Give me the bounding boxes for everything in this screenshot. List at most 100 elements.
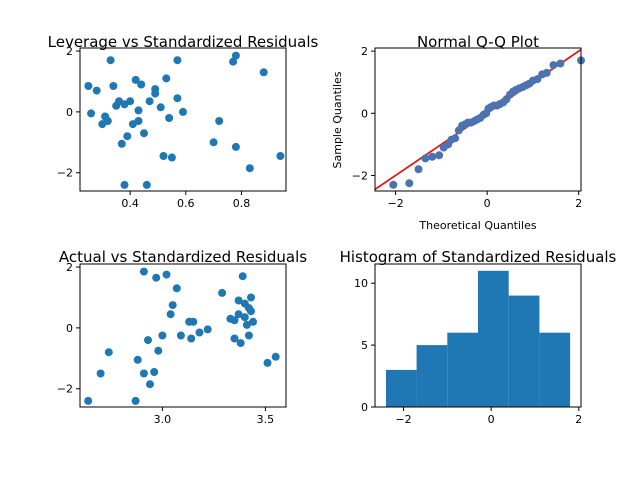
- actual-point-16: [172, 284, 181, 293]
- histogram-bar-5: [539, 332, 571, 407]
- histogram-ytick-label-2: 10: [354, 277, 368, 290]
- panel-qq-frame: [374, 47, 582, 192]
- qq-point-2: [414, 165, 423, 174]
- qq-point-39: [556, 59, 565, 68]
- leverage-point-33: [209, 138, 218, 147]
- leverage-point-21: [142, 180, 151, 189]
- panel-histogram-title: Histogram of Standardized Residuals: [340, 248, 617, 266]
- actual-point-26: [230, 334, 239, 343]
- histogram-ytick-label-0: 0: [361, 401, 368, 414]
- actual-point-37: [247, 307, 255, 316]
- leverage-point-27: [162, 74, 171, 83]
- panel-qq-ticks: −2 0 2 −2 0 2: [352, 45, 582, 210]
- panel-actual-ticks: 3.0 3.5 −2 0 2: [57, 261, 274, 426]
- leverage-point-32: [179, 107, 187, 116]
- leverage-ytick-label-2: 2: [66, 45, 73, 58]
- actual-point-13: [162, 270, 171, 279]
- panel-actual-title: Actual vs Standardized Residuals: [59, 248, 307, 266]
- leverage-point-29: [167, 153, 176, 162]
- actual-point-2: [104, 348, 113, 357]
- qq-ytick-label-0: −2: [352, 169, 368, 182]
- leverage-point-37: [231, 142, 240, 151]
- qq-xtick-label-1: 0: [484, 197, 491, 210]
- leverage-point-1: [87, 109, 96, 118]
- actual-point-29: [236, 339, 245, 348]
- leverage-point-13: [123, 132, 132, 141]
- qq-point-1: [405, 179, 414, 188]
- actual-point-19: [187, 334, 196, 343]
- leverage-xtick-label-2: 0.8: [233, 197, 251, 210]
- qq-point-37: [542, 68, 551, 77]
- actual-point-17: [176, 331, 185, 340]
- histogram-bar-0: [386, 369, 417, 407]
- actual-point-15: [168, 301, 177, 310]
- panel-histogram-bars: [386, 270, 571, 407]
- panel-histogram-ticks: −2 0 2 0 5 10: [354, 277, 582, 426]
- qq-ytick-label-1: 0: [361, 107, 368, 120]
- histogram-xtick-label-2: 2: [575, 413, 582, 426]
- leverage-point-39: [259, 68, 268, 77]
- leverage-point-34: [215, 117, 224, 125]
- histogram-bar-3: [478, 270, 509, 407]
- actual-point-20: [189, 317, 198, 326]
- leverage-point-36: [231, 51, 240, 60]
- panel-histogram-frame: [374, 263, 582, 408]
- actual-point-0: [84, 396, 93, 405]
- qq-xtick-label-2: 2: [575, 197, 582, 210]
- qq-ytick-label-2: 2: [361, 45, 368, 58]
- panel-qq-xlabel: Theoretical Quantiles: [418, 219, 536, 232]
- actual-point-28: [234, 296, 243, 305]
- actual-point-31: [240, 313, 249, 322]
- leverage-point-19: [137, 80, 146, 89]
- actual-point-38: [249, 317, 257, 326]
- actual-point-30: [238, 272, 247, 281]
- actual-ytick-label-0: −2: [57, 383, 73, 396]
- leverage-xtick-label-1: 0.6: [177, 197, 195, 210]
- leverage-point-17: [134, 106, 143, 115]
- leverage-point-35: [229, 57, 238, 66]
- leverage-xtick-label-0: 0.4: [121, 197, 139, 210]
- actual-point-23: [218, 288, 227, 297]
- panel-histogram: Histogram of Standardized Residuals −2 0 2…: [340, 248, 617, 426]
- leverage-point-6: [106, 56, 115, 65]
- histogram-bar-4: [508, 295, 540, 407]
- actual-ytick-label-2: 2: [66, 261, 73, 274]
- actual-ytick-label-1: 0: [66, 322, 73, 335]
- leverage-point-25: [156, 103, 165, 112]
- actual-point-10: [152, 273, 161, 282]
- leverage-point-18: [134, 117, 143, 125]
- panel-actual-frame: [79, 263, 287, 408]
- leverage-point-2: [92, 86, 101, 95]
- leverage-point-14: [126, 97, 135, 106]
- leverage-point-12: [120, 180, 129, 189]
- actual-point-36: [247, 293, 255, 302]
- actual-point-21: [195, 328, 204, 337]
- leverage-point-0: [84, 82, 93, 90]
- histogram-bar-2: [447, 332, 478, 407]
- actual-point-27: [234, 310, 243, 319]
- actual-point-12: [158, 331, 167, 340]
- panel-qq-points: [389, 56, 585, 189]
- actual-point-11: [154, 346, 163, 355]
- qq-xtick-label-0: −2: [387, 197, 403, 210]
- actual-point-33: [242, 320, 251, 329]
- panel-leverage-points: [84, 51, 285, 189]
- panel-leverage-ticks: 0.4 0.6 0.8 −2 0 2: [57, 45, 250, 210]
- actual-point-40: [271, 352, 280, 361]
- qq-point-38: [549, 61, 558, 70]
- panel-leverage: Leverage vs Standardized Residuals 0.4 0.…: [48, 33, 319, 210]
- actual-xtick-label-0: 3.0: [154, 413, 172, 426]
- leverage-ytick-label-1: 0: [66, 106, 73, 119]
- qq-point-5: [435, 151, 444, 160]
- actual-point-3: [131, 396, 140, 405]
- actual-point-6: [139, 369, 148, 378]
- actual-point-9: [150, 368, 159, 376]
- panel-qq-title: Normal Q-Q Plot: [417, 33, 539, 51]
- panel-actual-points: [84, 267, 280, 405]
- actual-point-8: [146, 380, 154, 389]
- panel-actual: Actual vs Standardized Residuals 3.0 3.5 −…: [57, 248, 307, 426]
- leverage-point-38: [245, 164, 254, 173]
- panel-leverage-frame: [79, 47, 287, 192]
- leverage-point-28: [165, 114, 174, 122]
